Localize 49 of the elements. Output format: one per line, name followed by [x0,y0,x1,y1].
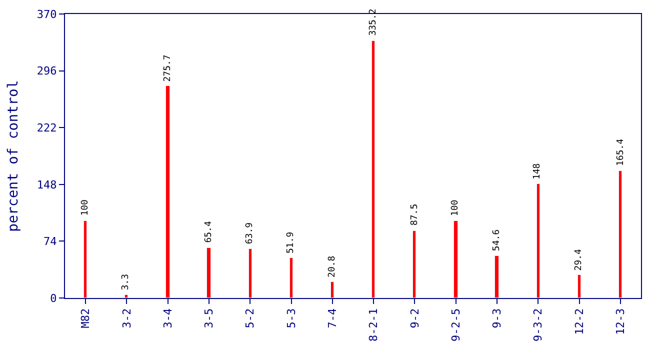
data-label: 100 [450,200,461,216]
data-label: 65.4 [204,221,214,243]
y-tick-label: 74 [44,235,58,248]
bar [124,294,128,298]
y-tick-label: 370 [36,8,57,21]
data-label: 54.6 [492,229,502,252]
data-label: 63.9 [245,222,256,244]
x-tick-label: 3-2 [120,308,134,328]
x-tick-label: 3-4 [161,308,174,328]
bar [290,258,293,298]
data-label: 165.4 [616,138,626,166]
x-tick-label: 8-2-1 [367,308,380,342]
data-label: 29.4 [574,249,584,271]
bar [454,220,458,298]
y-tick-label: 222 [36,121,57,134]
x-tick-label: 7-4 [326,308,340,328]
x-tick-label: 3-5 [202,308,216,328]
x-tick-label: 5-2 [244,308,257,328]
bar [372,40,375,298]
x-tick-label: M82 [79,308,92,328]
bar [206,248,211,298]
data-label: 100 [80,200,90,216]
data-label: 335.2 [368,8,378,36]
data-label: 87.5 [410,204,420,226]
bar [536,184,540,298]
bar [166,86,170,298]
data-label: 148 [532,163,543,180]
x-tick-label: 12-3 [614,308,628,335]
bar [494,256,499,298]
bar [330,282,334,298]
data-label: 275.7 [162,54,173,82]
bar [248,248,252,298]
x-tick-label: 9-3 [490,308,504,328]
x-tick-label: 12-2 [572,308,586,335]
bar [618,170,622,298]
bar [412,230,416,298]
x-tick-label: 9-2 [408,308,422,328]
data-label: 51.9 [286,232,296,254]
y-tick-label: 296 [36,64,57,78]
x-tick-label: 9-2-5 [449,308,462,342]
bar [578,274,581,298]
bar [84,220,87,298]
data-label: 3.3 [121,274,132,290]
x-tick-label: 9-3-2 [532,308,545,342]
x-tick-label: 5-3 [284,308,298,328]
y-tick-label: 148 [36,178,57,192]
y-tick-label: 0 [50,292,57,305]
data-label: 20.8 [327,256,338,278]
y-axis-title: percent of control [6,80,22,232]
